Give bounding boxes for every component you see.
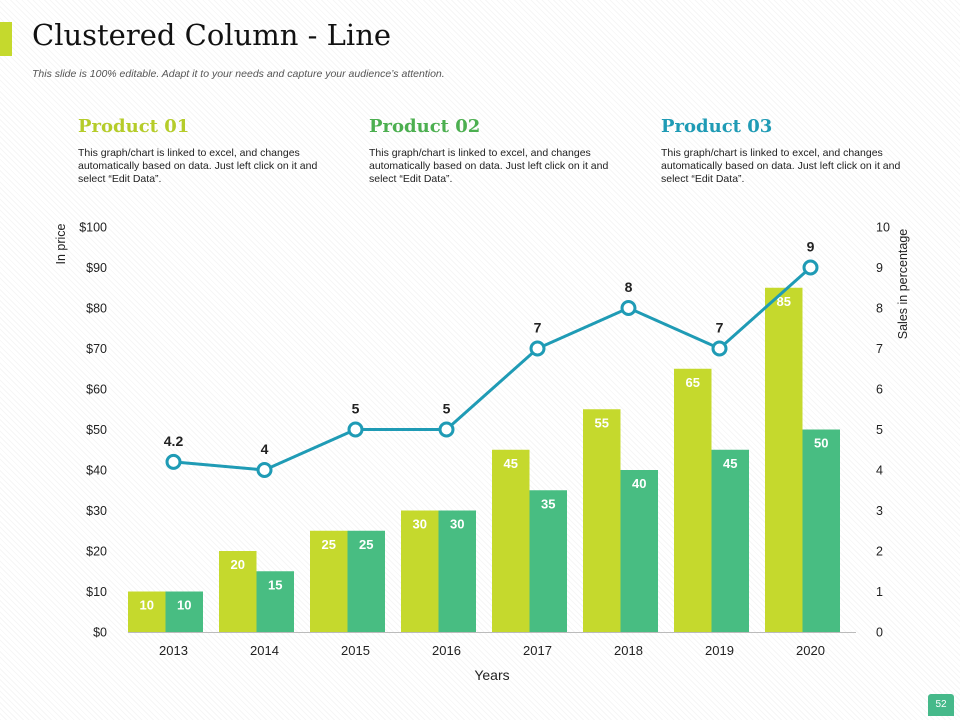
bar-data-label: 35	[541, 496, 555, 511]
bar-data-label: 25	[359, 537, 373, 552]
y2-tick-label: 10	[876, 221, 890, 235]
y2-tick-label: 6	[876, 383, 883, 397]
y2-axis-title: Sales in percentage	[896, 229, 910, 340]
line-data-label: 4	[261, 441, 269, 457]
y-tick-label: $80	[86, 302, 107, 316]
bar-data-label: 15	[268, 577, 282, 592]
y-tick-label: $60	[86, 383, 107, 397]
product-02-title: Product 02	[369, 116, 481, 137]
x-tick-label: 2013	[159, 643, 188, 658]
y-tick-label: $100	[79, 221, 107, 235]
bar-data-label: 40	[632, 476, 646, 491]
y2-tick-label: 0	[876, 626, 883, 640]
bar-data-label: 25	[322, 537, 336, 552]
line-data-label: 7	[716, 320, 724, 336]
y2-tick-label: 7	[876, 342, 883, 356]
x-axis-title: Years	[474, 667, 509, 683]
bar-data-label: 20	[231, 557, 245, 572]
bar-data-label: 30	[450, 517, 464, 532]
y2-tick-label: 8	[876, 302, 883, 316]
bar-series-1	[492, 449, 530, 632]
product-01-title: Product 01	[78, 116, 190, 137]
line-series	[173, 266, 812, 472]
bar-data-label: 45	[504, 456, 518, 471]
y2-tick-label: 4	[876, 464, 883, 478]
line-point	[620, 300, 637, 316]
line-data-label: 9	[807, 239, 815, 255]
bar-data-label: 55	[595, 415, 609, 430]
y-tick-label: $10	[86, 585, 107, 599]
line-data-label: 4.2	[164, 433, 184, 449]
line-data-label: 7	[534, 320, 542, 336]
bar-data-label: 50	[814, 436, 828, 451]
x-tick-label: 2020	[796, 643, 825, 658]
x-tick-label: 2018	[614, 643, 643, 658]
product-02-block: Product 02 This graph/chart is linked to…	[369, 116, 609, 186]
bar-series-2	[529, 490, 567, 632]
line-point	[529, 340, 546, 357]
line-data-label: 5	[443, 401, 451, 417]
bar-series-2	[711, 449, 749, 632]
line-point	[438, 421, 455, 438]
x-tick-label: 2017	[523, 643, 552, 658]
y2-tick-label: 1	[876, 585, 883, 599]
x-tick-label: 2019	[705, 643, 734, 658]
bar-series-2	[620, 470, 658, 632]
line-point	[711, 340, 728, 357]
line-point	[802, 259, 819, 276]
y2-tick-label: 3	[876, 504, 883, 518]
bar-series-1	[583, 409, 621, 632]
title-accent-bar	[0, 22, 12, 56]
y2-tick-label: 5	[876, 423, 883, 437]
product-02-description: This graph/chart is linked to excel, and…	[369, 147, 609, 185]
y-tick-label: $20	[86, 545, 107, 559]
y-tick-label: $30	[86, 504, 107, 518]
line-data-label: 8	[625, 279, 633, 295]
line-point	[347, 421, 364, 438]
y2-tick-label: 9	[876, 261, 883, 275]
line-point	[165, 453, 182, 470]
product-03-description: This graph/chart is linked to excel, and…	[661, 147, 901, 185]
product-01-description: This graph/chart is linked to excel, and…	[78, 147, 318, 185]
bar-data-label: 30	[413, 517, 427, 532]
line-point	[256, 462, 273, 478]
bar-series-1	[765, 287, 803, 632]
x-tick-label: 2014	[250, 643, 279, 658]
bar-series-1	[128, 591, 166, 632]
bar-data-label: 85	[777, 294, 791, 309]
y-tick-label: $0	[93, 626, 107, 640]
page-title: Clustered Column - Line	[32, 18, 392, 52]
bar-data-label: 10	[177, 598, 191, 613]
bar-series-2	[347, 530, 385, 632]
y2-tick-label: 2	[876, 545, 883, 559]
y-tick-label: $70	[86, 342, 107, 356]
product-01-block: Product 01 This graph/chart is linked to…	[78, 116, 318, 186]
y-axis-title: In price	[54, 223, 68, 264]
page-number: 52	[928, 694, 954, 716]
bar-series-1	[674, 368, 712, 632]
bar-series-1	[310, 530, 348, 632]
bar-series-2	[438, 510, 476, 632]
bar-data-label: 45	[723, 456, 737, 471]
product-03-block: Product 03 This graph/chart is linked to…	[661, 116, 901, 186]
bar-data-label: 65	[686, 375, 700, 390]
bar-data-label: 10	[140, 598, 154, 613]
y-tick-label: $40	[86, 464, 107, 478]
product-03-title: Product 03	[661, 116, 773, 137]
bar-series-2	[256, 571, 294, 632]
line-data-label: 5	[352, 401, 360, 417]
x-tick-label: 2016	[432, 643, 461, 658]
y-tick-label: $50	[86, 423, 107, 437]
bar-series-2	[165, 591, 203, 632]
y-tick-label: $90	[86, 261, 107, 275]
bar-series-1	[401, 510, 439, 632]
x-tick-label: 2015	[341, 643, 370, 658]
page-subtitle: This slide is 100% editable. Adapt it to…	[32, 68, 445, 80]
bar-series-1	[219, 551, 257, 632]
bar-series-2	[802, 429, 840, 632]
